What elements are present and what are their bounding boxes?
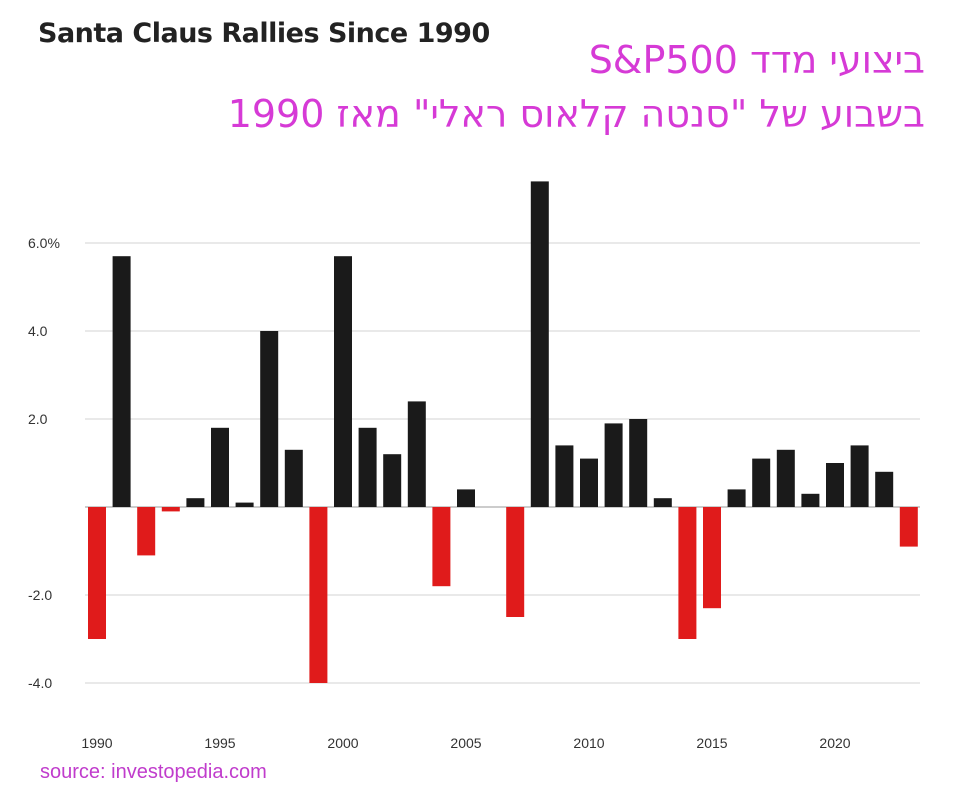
bar-2012 bbox=[629, 419, 648, 507]
bar-1994 bbox=[186, 498, 205, 507]
y-tick-label: 2.0 bbox=[28, 411, 48, 427]
x-tick-label: 1990 bbox=[81, 735, 112, 751]
bar-2009 bbox=[555, 445, 574, 507]
bar-1993 bbox=[161, 507, 180, 512]
bar-2011 bbox=[604, 423, 623, 507]
bar-2005 bbox=[457, 489, 475, 507]
x-tick-label: 2010 bbox=[573, 735, 604, 751]
bar-2016 bbox=[727, 489, 746, 507]
bar-2023 bbox=[899, 507, 918, 547]
bar-2003 bbox=[407, 401, 426, 507]
bar-1999 bbox=[309, 507, 328, 683]
y-tick-label: -2.0 bbox=[28, 587, 52, 603]
y-tick-label: 4.0 bbox=[28, 323, 48, 339]
x-tick-label: 2015 bbox=[696, 735, 727, 751]
bar-2007 bbox=[506, 507, 525, 617]
chart-title: Santa Claus Rallies Since 1990 bbox=[38, 18, 490, 49]
bar-1992 bbox=[137, 507, 156, 556]
bar-2008 bbox=[530, 181, 549, 507]
x-tick-label: 2000 bbox=[327, 735, 358, 751]
bar-1995 bbox=[211, 427, 229, 507]
x-tick-label: 2005 bbox=[450, 735, 481, 751]
hebrew-annotation-line2: בשבוע של "סנטה קלאוס ראלי" מאז 1990 bbox=[227, 92, 925, 136]
bar-1991 bbox=[112, 256, 131, 507]
bar-1990 bbox=[88, 507, 106, 639]
bar-2002 bbox=[383, 454, 402, 507]
y-tick-label: -4.0 bbox=[28, 675, 52, 691]
bar-2014 bbox=[678, 507, 697, 639]
hebrew-annotation-line1: ביצועי מדד S&P500 bbox=[588, 38, 925, 82]
bar-2010 bbox=[580, 458, 598, 507]
x-tick-label: 1995 bbox=[204, 735, 235, 751]
bar-2022 bbox=[875, 471, 894, 507]
bar-2000 bbox=[334, 256, 352, 507]
bar-1997 bbox=[260, 331, 279, 507]
bar-2021 bbox=[850, 445, 869, 507]
bar-2015 bbox=[703, 507, 721, 609]
x-tick-label: 2020 bbox=[819, 735, 850, 751]
bar-2018 bbox=[776, 449, 795, 507]
bar-1996 bbox=[235, 502, 254, 507]
bar-2001 bbox=[358, 427, 377, 507]
bar-1998 bbox=[284, 449, 303, 507]
bar-2004 bbox=[432, 507, 451, 587]
bar-2013 bbox=[653, 498, 672, 507]
source-credit: source: investopedia.com bbox=[40, 761, 267, 783]
bar-2020 bbox=[826, 463, 844, 507]
y-tick-label: 6.0% bbox=[28, 235, 60, 251]
bar-2019 bbox=[801, 493, 820, 507]
bar-2017 bbox=[752, 458, 771, 507]
